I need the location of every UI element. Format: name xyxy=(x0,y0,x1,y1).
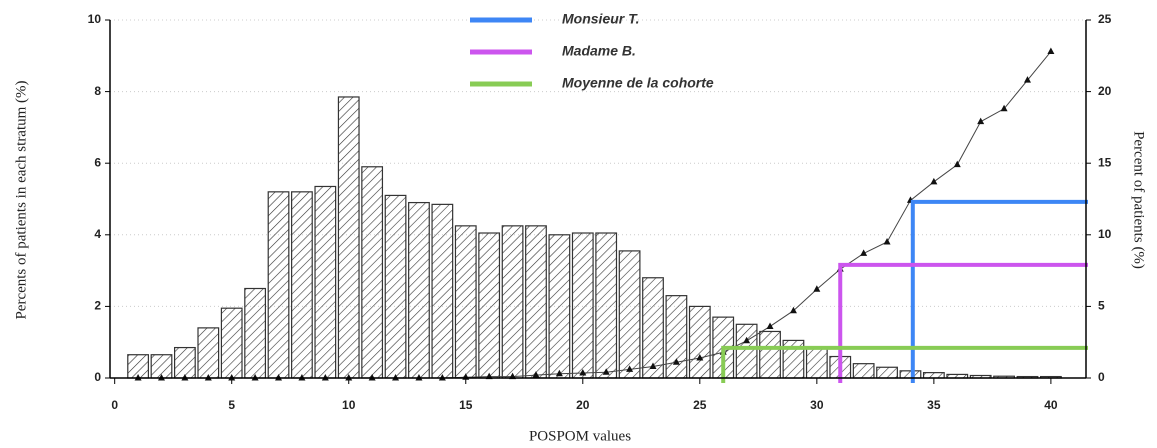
line-marker xyxy=(1047,47,1055,55)
y-tick-label: 10 xyxy=(88,12,102,26)
bar xyxy=(220,307,243,379)
line-marker xyxy=(555,369,563,377)
bar xyxy=(337,96,360,379)
bar xyxy=(173,346,196,379)
bar xyxy=(805,346,828,379)
bar xyxy=(478,232,501,379)
x-tick-label: 35 xyxy=(927,398,941,412)
line-marker xyxy=(813,285,821,292)
x-axis-label: POSPOM values xyxy=(529,428,631,444)
bar xyxy=(595,232,618,379)
line-marker xyxy=(883,237,891,245)
bar xyxy=(291,191,313,379)
line-marker xyxy=(930,177,938,185)
x-tick-label: 5 xyxy=(228,398,235,412)
x-tick-label: 0 xyxy=(111,398,118,412)
line-marker xyxy=(860,249,868,256)
y2-tick-label: 15 xyxy=(1098,155,1112,169)
line-marker xyxy=(626,365,634,372)
line-marker xyxy=(977,117,985,125)
line-marker xyxy=(953,160,961,168)
bar xyxy=(431,203,454,379)
line-marker xyxy=(672,358,680,365)
bar xyxy=(759,330,781,379)
legend-label: Monsieur T. xyxy=(562,11,640,27)
bar xyxy=(735,323,758,379)
y-tick-label: 8 xyxy=(94,84,101,98)
line-marker xyxy=(1000,104,1008,112)
legend-label: Madame B. xyxy=(562,43,636,59)
line-marker xyxy=(766,322,774,329)
legend-label: Moyenne de la cohorte xyxy=(562,75,714,91)
line-marker xyxy=(789,306,797,314)
bar xyxy=(361,166,384,379)
bar xyxy=(618,250,641,379)
x-tick-label: 20 xyxy=(576,398,590,412)
reference-line xyxy=(910,199,1088,383)
bar xyxy=(876,366,898,379)
bar xyxy=(665,295,688,379)
line-marker xyxy=(579,368,587,376)
y-axis-label: Percents of patients in each stratum (%) xyxy=(13,80,29,319)
y-tick-label: 0 xyxy=(94,370,101,384)
y2-tick-label: 25 xyxy=(1098,12,1112,26)
line-marker xyxy=(696,353,704,361)
bar xyxy=(267,191,290,379)
y2-tick-label: 0 xyxy=(1098,370,1105,384)
x-tick-label: 10 xyxy=(342,398,356,412)
bar xyxy=(852,363,875,379)
y2-axis-label: Percent of patients (%) xyxy=(1131,131,1147,269)
y-tick-label: 6 xyxy=(94,155,101,169)
bar xyxy=(384,194,407,379)
x-tick-label: 25 xyxy=(693,398,707,412)
bar xyxy=(548,234,571,379)
bar xyxy=(197,327,220,379)
line-marker xyxy=(1023,76,1031,83)
bar xyxy=(525,225,547,379)
bar xyxy=(922,372,945,379)
bar xyxy=(454,225,477,379)
bar xyxy=(314,185,337,379)
line-marker xyxy=(602,368,610,375)
y-tick-label: 4 xyxy=(94,227,101,241)
x-tick-label: 30 xyxy=(810,398,824,412)
y-tick-label: 2 xyxy=(94,299,101,313)
y2-tick-label: 20 xyxy=(1098,84,1112,98)
x-tick-label: 40 xyxy=(1044,398,1058,412)
line-marker xyxy=(743,336,751,344)
bar xyxy=(688,305,711,379)
y2-tick-label: 5 xyxy=(1098,299,1105,313)
line-marker xyxy=(532,371,540,378)
y2-tick-label: 10 xyxy=(1098,227,1112,241)
bar xyxy=(244,287,267,379)
bar xyxy=(501,225,524,379)
line-marker xyxy=(649,362,657,370)
reference-line xyxy=(721,345,1088,383)
bar xyxy=(571,232,594,379)
x-tick-label: 15 xyxy=(459,398,473,412)
bar xyxy=(408,201,430,379)
bar xyxy=(899,370,922,379)
reference-line xyxy=(838,262,1088,383)
